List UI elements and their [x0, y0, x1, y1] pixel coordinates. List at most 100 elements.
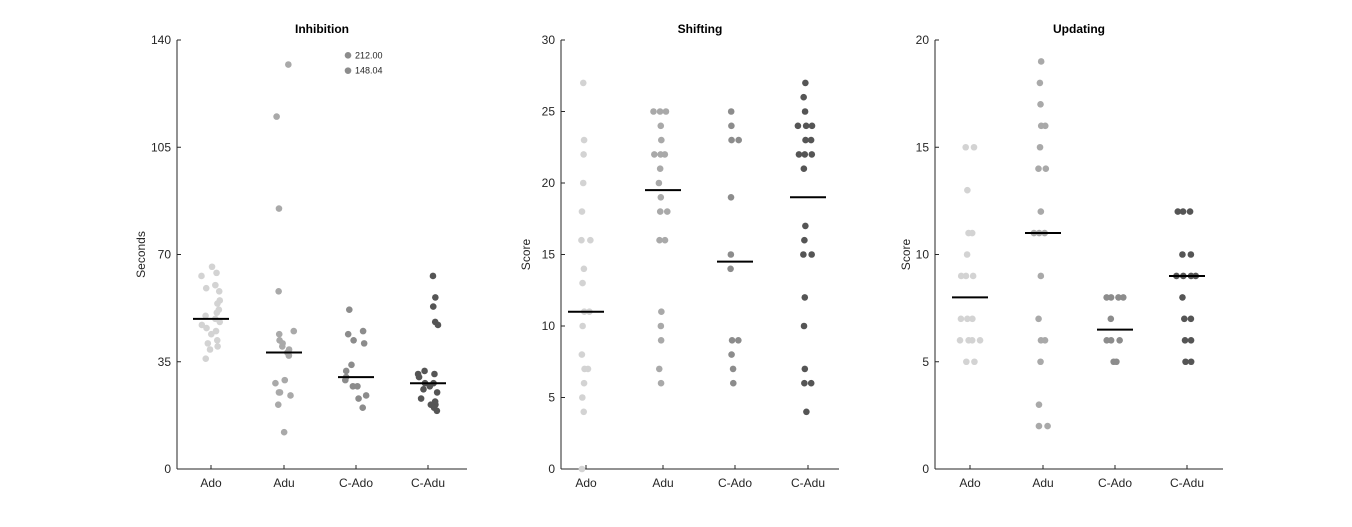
- data-point: [275, 330, 283, 338]
- data-point: [655, 365, 663, 373]
- data-point: [359, 327, 367, 335]
- data-point: [657, 122, 665, 130]
- data-point: [433, 407, 441, 415]
- data-point: [729, 379, 737, 387]
- data-point: [963, 251, 971, 258]
- data-point: [202, 355, 210, 362]
- data-point: [213, 337, 221, 344]
- data-point: [1187, 315, 1195, 323]
- data-point: [795, 151, 803, 158]
- data-point: [964, 186, 971, 194]
- data-point: [1179, 208, 1187, 215]
- data-point: [579, 322, 586, 330]
- data-point: [203, 324, 210, 332]
- data-point: [1107, 315, 1115, 323]
- data-point: [216, 318, 224, 326]
- x-tick-label: C-Ado: [718, 476, 752, 490]
- y-tick-label: 0: [548, 462, 555, 476]
- data-point: [215, 287, 223, 295]
- data-point: [432, 294, 439, 301]
- x-tick-label: C-Adu: [411, 476, 445, 490]
- data-point: [656, 208, 664, 215]
- data-point: [662, 108, 670, 115]
- data-point: [1035, 315, 1042, 323]
- data-point: [214, 343, 221, 350]
- data-point: [964, 315, 971, 323]
- data-point: [360, 340, 368, 347]
- data-point: [1041, 337, 1049, 344]
- data-point: [802, 136, 809, 144]
- data-point: [417, 395, 425, 402]
- data-point: [344, 330, 352, 338]
- data-point: [212, 327, 220, 335]
- data-point: [801, 108, 809, 115]
- outlier-point: [344, 52, 352, 59]
- x-tick-label: C-Adu: [791, 476, 825, 490]
- chart-title: Inhibition: [295, 22, 349, 36]
- data-point: [1044, 422, 1051, 430]
- data-point: [1037, 358, 1044, 366]
- data-point: [956, 337, 964, 344]
- data-point: [359, 404, 367, 412]
- chart-title: Updating: [1053, 22, 1105, 36]
- data-point: [579, 279, 586, 287]
- data-point: [1182, 358, 1189, 366]
- x-tick-label: Adu: [273, 476, 294, 490]
- chart-panel-0: 0 35 70 105 140 Ado Adu C-Ado C-Adu Inhibition Sec…: [134, 22, 467, 490]
- data-point: [1037, 58, 1045, 65]
- data-point: [650, 108, 657, 115]
- data-point: [658, 136, 665, 144]
- data-point: [1037, 101, 1044, 108]
- y-tick-label: 35: [158, 355, 172, 369]
- data-point: [657, 379, 665, 387]
- data-point: [1120, 294, 1127, 301]
- data-point: [658, 308, 665, 316]
- y-tick-label: 105: [151, 140, 171, 154]
- data-point: [735, 136, 742, 144]
- data-point: [1187, 337, 1195, 344]
- data-point: [728, 351, 735, 358]
- data-point: [1113, 358, 1120, 366]
- data-point: [657, 322, 665, 330]
- data-point: [1186, 208, 1194, 215]
- y-tick-label: 140: [151, 33, 171, 47]
- data-point: [728, 122, 735, 130]
- y-axis-label: Score: [899, 239, 913, 271]
- data-point: [807, 379, 815, 387]
- data-point: [1181, 315, 1188, 323]
- y-tick-label: 15: [916, 140, 930, 154]
- data-point: [433, 389, 441, 396]
- data-point: [1116, 337, 1123, 344]
- x-tick-label: Adu: [1032, 476, 1053, 490]
- data-point: [803, 408, 810, 416]
- data-point: [1187, 358, 1195, 366]
- data-point: [579, 79, 587, 87]
- data-point: [579, 179, 587, 187]
- data-point: [728, 136, 735, 144]
- x-tick-label: Adu: [652, 476, 673, 490]
- x-tick-label: C-Ado: [1098, 476, 1132, 490]
- data-point: [214, 300, 221, 307]
- data-point: [801, 294, 809, 301]
- x-tick-label: Ado: [575, 476, 597, 490]
- chart-title: Shifting: [678, 22, 723, 36]
- y-tick-label: 70: [158, 248, 172, 262]
- data-point: [287, 392, 294, 399]
- data-point: [578, 236, 585, 244]
- data-point: [808, 122, 816, 130]
- data-point: [801, 151, 809, 158]
- data-point: [735, 337, 742, 344]
- y-tick-label: 25: [542, 105, 556, 119]
- data-point: [348, 361, 355, 369]
- data-point: [801, 379, 808, 387]
- data-point: [579, 394, 586, 401]
- data-point: [1035, 401, 1043, 408]
- data-point: [661, 151, 669, 158]
- y-tick-label: 20: [542, 176, 556, 190]
- data-point: [580, 136, 588, 144]
- data-point: [968, 337, 976, 344]
- data-point: [342, 376, 349, 384]
- data-point: [802, 122, 810, 130]
- data-point: [415, 373, 423, 381]
- data-point: [429, 272, 437, 280]
